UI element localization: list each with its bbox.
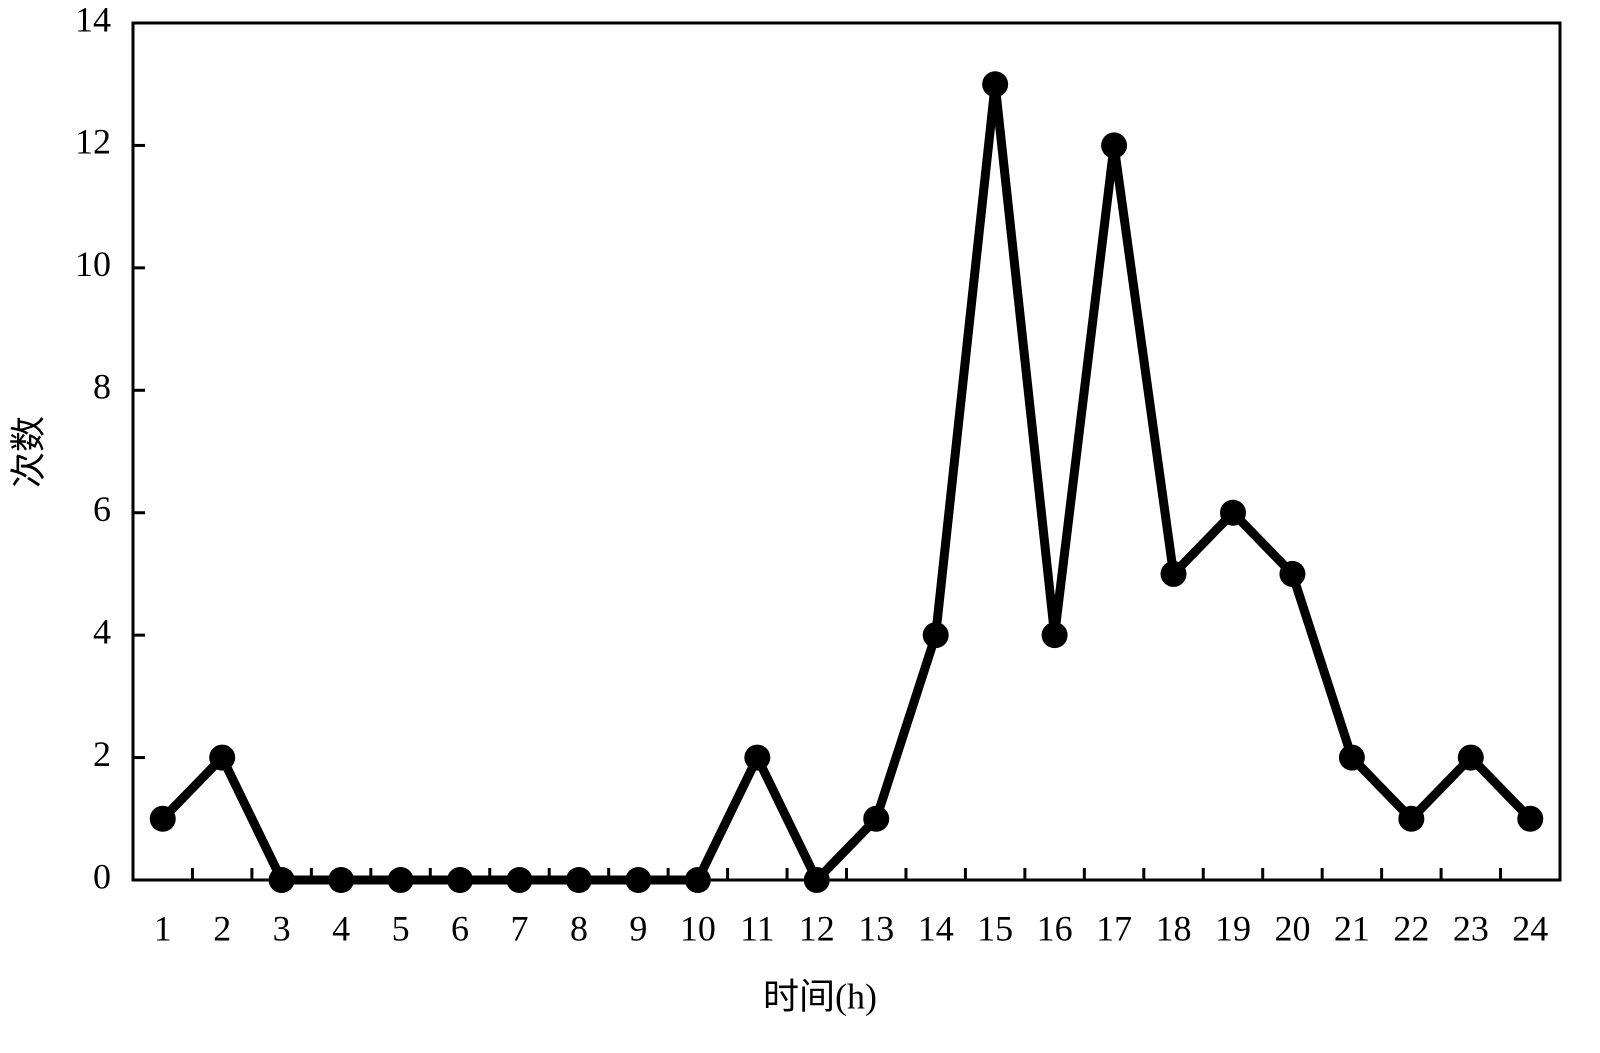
x-tick-label: 10 — [680, 908, 716, 948]
marker — [1101, 132, 1128, 159]
marker — [1160, 560, 1187, 587]
x-tick-label: 6 — [451, 908, 469, 948]
x-tick-label: 14 — [918, 908, 954, 948]
x-tick-label: 12 — [799, 908, 835, 948]
marker — [447, 867, 474, 893]
x-tick-label: 4 — [332, 908, 350, 948]
y-tick-label: 4 — [93, 611, 111, 651]
y-tick-label: 6 — [93, 489, 111, 529]
x-tick-label: 2 — [213, 908, 231, 948]
marker — [565, 867, 592, 893]
marker — [922, 622, 949, 649]
x-tick-label: 9 — [629, 908, 647, 948]
marker — [982, 71, 1009, 98]
x-tick-label: 16 — [1037, 908, 1073, 948]
marker — [209, 744, 236, 771]
y-tick-label: 14 — [75, 0, 111, 39]
marker — [803, 867, 830, 893]
x-tick-label: 3 — [273, 908, 291, 948]
marker — [1398, 805, 1425, 832]
marker — [1517, 805, 1544, 832]
x-tick-label: 1 — [154, 908, 172, 948]
marker — [1219, 499, 1246, 526]
y-tick-label: 2 — [93, 734, 111, 774]
marker — [1457, 744, 1484, 771]
y-tick-label: 0 — [93, 856, 111, 896]
x-tick-label: 23 — [1453, 908, 1489, 948]
x-tick-label: 22 — [1393, 908, 1429, 948]
x-tick-label: 21 — [1334, 908, 1370, 948]
y-axis-label: 次数 — [8, 416, 48, 488]
y-tick-label: 8 — [93, 367, 111, 407]
marker — [506, 867, 533, 893]
marker — [863, 805, 890, 832]
x-tick-label: 24 — [1512, 908, 1548, 948]
marker — [625, 867, 652, 893]
marker — [387, 867, 414, 893]
line — [159, 83, 1534, 888]
x-tick-label: 11 — [740, 908, 775, 948]
marker — [1041, 622, 1068, 649]
x-tick-label: 13 — [858, 908, 894, 948]
marker — [1338, 744, 1365, 771]
marker — [149, 805, 176, 832]
x-tick-label: 5 — [392, 908, 410, 948]
y-tick-label: 10 — [75, 244, 111, 284]
x-tick-label: 20 — [1274, 908, 1310, 948]
x-tick-label: 17 — [1096, 908, 1132, 948]
x-tick-label: 7 — [510, 908, 528, 948]
x-tick-label: 8 — [570, 908, 588, 948]
x-tick-label: 18 — [1156, 908, 1192, 948]
x-tick-label: 19 — [1215, 908, 1251, 948]
marker — [684, 867, 711, 893]
x-axis-label: 时间(h) — [763, 976, 877, 1016]
x-tick-label: 15 — [977, 908, 1013, 948]
marker — [744, 744, 771, 771]
marker — [1279, 560, 1306, 587]
marker — [268, 867, 295, 893]
marker — [328, 867, 355, 893]
y-tick-label: 12 — [75, 122, 111, 162]
